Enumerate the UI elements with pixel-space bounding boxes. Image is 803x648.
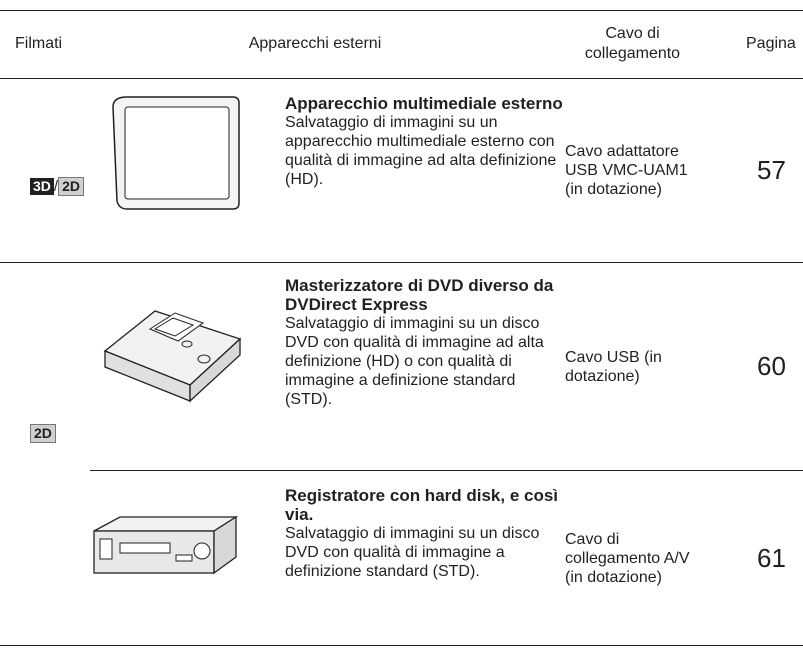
device-cell: Registratore con hard disk, e così via. … (285, 486, 563, 581)
cable: Cavo USB (in dotazione) (565, 263, 705, 470)
header-cell: Cavo di collegamento (584, 25, 681, 62)
device-image (93, 515, 239, 575)
format-badge: 2D (58, 177, 84, 196)
table-row: 3D/2D Apparecchio multimediale esterno S… (0, 79, 803, 262)
device-cell: Masterizzatore di DVD diverso da DVDirec… (285, 276, 563, 409)
device-description: Salvataggio di immagini su un disco DVD … (285, 525, 540, 580)
format-badge: 3D (30, 178, 54, 195)
format-badges: 3D/2D (30, 177, 84, 196)
device-name: Registratore con hard disk, e così via. (285, 486, 559, 524)
page-text: 60 (757, 351, 786, 381)
header-cell: Pagina (746, 35, 796, 52)
header-cell: Apparecchi esterni (248, 35, 382, 52)
cable-text: Cavo di collegamento A/V (in dotazione) (565, 530, 690, 586)
separator: / (53, 178, 59, 195)
page-text: 57 (757, 155, 786, 185)
device-name: Masterizzatore di DVD diverso da DVDirec… (285, 276, 554, 314)
device-description: Salvataggio di immagini su un disco DVD … (285, 315, 544, 408)
device-name: Apparecchio multimediale esterno (285, 94, 563, 113)
device-cell: Apparecchio multimediale esterno Salvata… (285, 94, 563, 189)
device-image (112, 96, 240, 210)
rule (0, 262, 803, 263)
table-row: Registratore con hard disk, e così via. … (0, 471, 803, 645)
format-badges: 2D (30, 424, 56, 443)
page-number: 57 (740, 79, 803, 262)
device-description: Salvataggio di immagini su un apparecchi… (285, 114, 557, 188)
cable: Cavo adattatore USB VMC-UAM1 (in dotazio… (565, 79, 705, 262)
rule (0, 10, 803, 11)
rule (90, 470, 803, 471)
page-number: 61 (740, 471, 803, 645)
format-badge: 2D (30, 424, 56, 443)
table-row: Masterizzatore di DVD diverso da DVDirec… (0, 263, 803, 470)
rule (0, 645, 803, 646)
rule (0, 78, 803, 79)
cable-text: Cavo USB (in dotazione) (565, 348, 662, 385)
cable: Cavo di collegamento A/V (in dotazione) (565, 471, 705, 645)
page-text: 61 (757, 542, 786, 573)
page-number: 60 (740, 263, 803, 470)
device-image (103, 310, 242, 403)
header-cell: Filmati (15, 35, 63, 52)
cable-text: Cavo adattatore USB VMC-UAM1 (in dotazio… (565, 143, 688, 198)
